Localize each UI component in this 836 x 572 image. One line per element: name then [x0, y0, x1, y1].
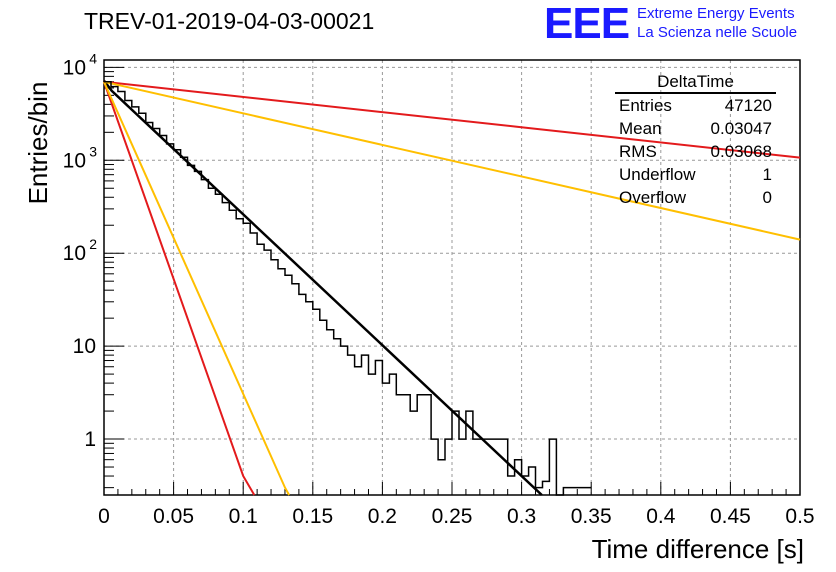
x-tick-label: 0.45: [710, 505, 751, 528]
x-tick-label: 0.15: [292, 505, 333, 528]
x-axis-label: Time difference [s]: [591, 534, 804, 564]
y-tick-label: 10: [63, 56, 86, 79]
y-tick-label: 10: [73, 335, 96, 358]
y-tick-label: 10: [63, 149, 86, 172]
stats-value: 0: [762, 188, 772, 207]
x-tick-label: 0.05: [153, 505, 194, 528]
x-tick-label: 0.4: [646, 505, 676, 528]
chart-title: TREV-01-2019-04-03-00021: [84, 8, 375, 34]
y-tick-exponent: 4: [89, 50, 97, 66]
x-tick-label: 0.2: [368, 505, 397, 528]
y-tick-exponent: 3: [89, 143, 97, 159]
stats-label: Underflow: [619, 165, 696, 184]
stats-row: RMS 0.03068: [611, 140, 776, 163]
orange-curve-flat: [103, 80, 801, 241]
stats-label: Entries: [619, 96, 672, 115]
axis-ticks: [103, 66, 801, 495]
grid-lines: [104, 60, 800, 495]
stats-label: Overflow: [619, 188, 687, 207]
y-axis-label: Entries/bin: [23, 81, 53, 205]
x-tick-label: 0: [98, 505, 110, 528]
stats-value: 0.03068: [710, 142, 772, 161]
y-tick-label: 1: [84, 428, 96, 451]
stats-box: DeltaTime Entries 47120 Mean 0.03047 RMS 0.…: [611, 72, 776, 209]
stats-row: Entries 47120: [611, 94, 776, 117]
fit-curves: [103, 79, 801, 496]
x-tick-label: 0.35: [571, 505, 612, 528]
stats-row: Overflow 0: [611, 186, 776, 209]
y-tick-label: 10: [63, 242, 86, 265]
orange-curve-steep: [103, 81, 290, 496]
logo-line-2: La Scienza nelle Scuole: [637, 24, 798, 41]
x-tick-label: 0.3: [507, 505, 536, 528]
red-curve-steep: [103, 81, 256, 496]
stats-row: Underflow 1: [611, 163, 776, 186]
logo-line-1: Extreme Energy Events: [637, 5, 795, 22]
x-tick-label: 0.1: [229, 505, 258, 528]
eee-logo: EEE: [544, 0, 630, 48]
x-tick-label: 0.25: [432, 505, 473, 528]
stats-label: Mean: [619, 119, 662, 138]
stats-label: RMS: [619, 142, 657, 161]
x-tick-label: 0.5: [785, 505, 814, 528]
stats-value: 0.03047: [710, 119, 772, 138]
exponential-fit: [103, 79, 543, 496]
histogram: [104, 81, 592, 496]
stats-value: 1: [762, 165, 772, 184]
x-tick-labels: 0 0.05 0.1 0.15 0.2 0.25 0.3 0.35 0.4 0.45 0.5: [98, 505, 814, 528]
red-curve-flat: [103, 80, 801, 159]
y-tick-exponent: 2: [89, 236, 97, 252]
stats-title: DeltaTime: [615, 72, 776, 94]
stats-value: 47120: [724, 96, 772, 115]
stats-row: Mean 0.03047: [611, 117, 776, 140]
